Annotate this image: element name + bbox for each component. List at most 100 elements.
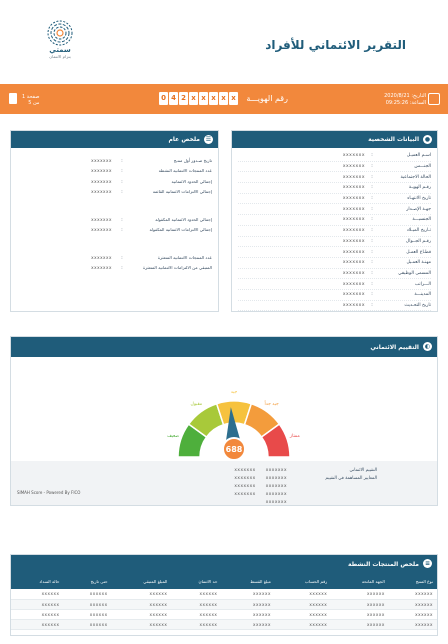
data-row: تاريخ التحـديث: xxxxxxx bbox=[238, 301, 431, 312]
row-value: xxxxxxx bbox=[91, 157, 112, 163]
user-icon: ● bbox=[423, 135, 432, 144]
table-cell: xxxxxx bbox=[331, 589, 389, 600]
row-label: عدد المنتجات الائتمانية النشطة bbox=[158, 168, 212, 174]
summary-group-b: إجمالي الحدود الائتمانية المكفولة: xxxxxx… bbox=[11, 200, 218, 238]
row-label: مهنـة العمـيل bbox=[406, 260, 431, 266]
score-row-value: xxxxxxx bbox=[234, 491, 256, 497]
gauge-area: ضعيف مقبول جيد جيد جداً ممتاز 688 bbox=[11, 357, 437, 461]
score-row: xxxxxxx bbox=[19, 498, 377, 506]
row-separator: : bbox=[121, 227, 123, 233]
general-summary-panel: ☰ ملخص عام تاريخ صـدور أول منتـج: xxxxxxx… bbox=[10, 130, 219, 312]
data-row: الجنـــس: xxxxxxx bbox=[238, 162, 431, 173]
row-label: إجمالي الحدود الائتمانية المكفولة bbox=[155, 216, 212, 222]
table-cell: xxxxxx bbox=[274, 599, 332, 610]
row-label: إجمالي الالتزامات الائتمانية القائمة bbox=[152, 189, 212, 195]
row-value: xxxxxxx bbox=[342, 217, 365, 223]
row-label: المتبقي من الالتزامات الائتمانية المتعثر… bbox=[142, 265, 212, 271]
table-row: xxxxxx xxxxxx xxxxxx xxxxxx xxxxxx xxxxxx xxxx… bbox=[11, 599, 437, 610]
score-row-value: xxxxxxx bbox=[265, 491, 287, 497]
score-details: التقييم الائتماني xxxxxxx xxxxxxx المعايير … bbox=[11, 461, 437, 505]
table-header-row: نوع المنتج الجهة المانحة رقم الحساب مبلغ ال… bbox=[11, 573, 437, 589]
report-header bbox=[0, 0, 448, 82]
page-total: من 5 bbox=[28, 100, 40, 106]
score-row: المعايير المساهمة في التقييم xxxxxxx xxxxx… bbox=[19, 475, 377, 483]
table-cell: xxxxxx bbox=[111, 599, 172, 610]
gauge-label: ضعيف bbox=[167, 434, 179, 439]
gauge-icon: ◐ bbox=[423, 342, 432, 351]
table-cell: xxxxxx bbox=[331, 609, 389, 620]
gauge-segment bbox=[260, 423, 291, 458]
data-row: عدد المنتجات الائتمانية النشطة: xxxxxxx bbox=[17, 166, 212, 177]
table-cell: xxxxxx bbox=[63, 609, 112, 620]
score-circle bbox=[222, 437, 246, 461]
report-date: التاريخ: 2020/8/21 bbox=[384, 93, 426, 99]
row-label: الحالة الاجتماعية bbox=[400, 174, 432, 180]
panel-header: ≡ ملخص المنتجات النشطة bbox=[11, 555, 437, 573]
table-row: xxxxxx xxxxxx xxxxxx xxxxxx xxxxxx xxxxxx xxxx… bbox=[11, 609, 437, 620]
table-cell: xxxxxx bbox=[221, 599, 275, 610]
table-cell: xxxxxx bbox=[11, 599, 64, 610]
list-icon: ≡ bbox=[423, 559, 432, 568]
id-char: x bbox=[199, 92, 208, 105]
data-row: مهنـة العمـيل: xxxxxxx bbox=[238, 258, 431, 269]
table-cell: xxxxxx bbox=[111, 589, 172, 600]
score-row: xxxxxxx xxxxxxx bbox=[19, 490, 377, 498]
table-cell: xxxxxx bbox=[388, 599, 437, 610]
column-header: المبلغ المتبقي bbox=[111, 573, 172, 589]
score-row-value: xxxxxxx bbox=[234, 476, 256, 482]
row-value: xxxxxxx bbox=[342, 153, 365, 159]
table-cell: xxxxxx bbox=[171, 609, 222, 620]
data-row: المسمى الوظيفي: xxxxxxx bbox=[238, 269, 431, 280]
row-label: عدد المنتجات الائتمانية المتعثرة bbox=[157, 254, 212, 260]
panel-title: ملخص المنتجات النشطة bbox=[347, 560, 419, 568]
id-char: 2 bbox=[179, 92, 188, 105]
id-char: x bbox=[209, 92, 218, 105]
row-label: اسـم العميـل bbox=[406, 153, 431, 159]
row-separator: : bbox=[121, 178, 123, 184]
report-title: التقرير الائتماني للأفراد bbox=[265, 38, 406, 52]
table-cell: xxxxxx bbox=[274, 589, 332, 600]
table-cell: xxxxxx bbox=[388, 619, 437, 630]
score-row-value: xxxxxxx bbox=[265, 483, 287, 489]
table-cell: xxxxxx bbox=[11, 609, 64, 620]
id-char: x bbox=[189, 92, 198, 105]
row-value: xxxxxxx bbox=[342, 249, 365, 255]
row-value: xxxxxxx bbox=[91, 216, 112, 222]
data-row: المدينـــة: xxxxxxx bbox=[238, 290, 431, 301]
score-row: التقييم الائتماني xxxxxxx xxxxxxx bbox=[19, 467, 377, 475]
row-value: xxxxxxx bbox=[91, 178, 112, 184]
data-row: عدد المنتجات الائتمانية المتعثرة: xxxxxxx bbox=[17, 252, 212, 263]
report-datetime: التاريخ: 2020/8/21 الساعة: 09:25:26 bbox=[384, 93, 426, 107]
column-header: مبلغ القسط bbox=[221, 573, 275, 589]
row-separator: : bbox=[371, 270, 373, 276]
row-value: xxxxxxx bbox=[342, 228, 365, 234]
table-body: xxxxxx xxxxxx xxxxxx xxxxxx xxxxxx xxxxxx xxxx… bbox=[11, 589, 437, 630]
column-header: حالة السداد bbox=[11, 573, 64, 589]
row-label: تـاريخ الميـلاد bbox=[406, 228, 431, 234]
info-bar: التاريخ: 2020/8/21 الساعة: 09:25:26 رقم … bbox=[0, 84, 448, 114]
page-current: صفحة 1 bbox=[22, 94, 40, 100]
personal-data-panel: ● البيانات الشخصية اسـم العميـل: xxxxxxx ا… bbox=[231, 130, 438, 312]
row-value: xxxxxxx bbox=[342, 292, 365, 298]
row-separator: : bbox=[121, 189, 123, 195]
id-char: x bbox=[229, 92, 238, 105]
column-header: الجهة المانحة bbox=[331, 573, 389, 589]
data-row: تاريخ صـدور أول منتـج: xxxxxxx bbox=[17, 155, 212, 166]
gauge-label: جيد bbox=[231, 390, 238, 395]
row-separator: : bbox=[371, 217, 373, 223]
row-separator: : bbox=[371, 249, 373, 255]
row-separator: : bbox=[371, 238, 373, 244]
data-row: إجمالي الحدود الائتمانية المكفولة: xxxxxx… bbox=[17, 214, 212, 225]
row-separator: : bbox=[121, 216, 123, 222]
data-row: المتبقي من الالتزامات الائتمانية المتعثر… bbox=[17, 263, 212, 274]
row-separator: : bbox=[371, 260, 373, 266]
row-separator: : bbox=[371, 153, 373, 159]
table-cell: xxxxxx bbox=[111, 619, 172, 630]
score-row-value: xxxxxxx bbox=[234, 483, 256, 489]
table-cell: xxxxxx bbox=[388, 609, 437, 620]
panel-title: التقييم الائتماني bbox=[370, 343, 419, 351]
report-time: الساعة: 09:25:26 bbox=[385, 100, 426, 106]
credit-gauge: ضعيف مقبول جيد جيد جداً ممتاز 688 bbox=[167, 390, 300, 461]
score-row-label: المعايير المساهمة في التقييم bbox=[325, 476, 377, 482]
data-row: إجمالي الحدود الائتمانية: xxxxxxx bbox=[17, 176, 212, 187]
